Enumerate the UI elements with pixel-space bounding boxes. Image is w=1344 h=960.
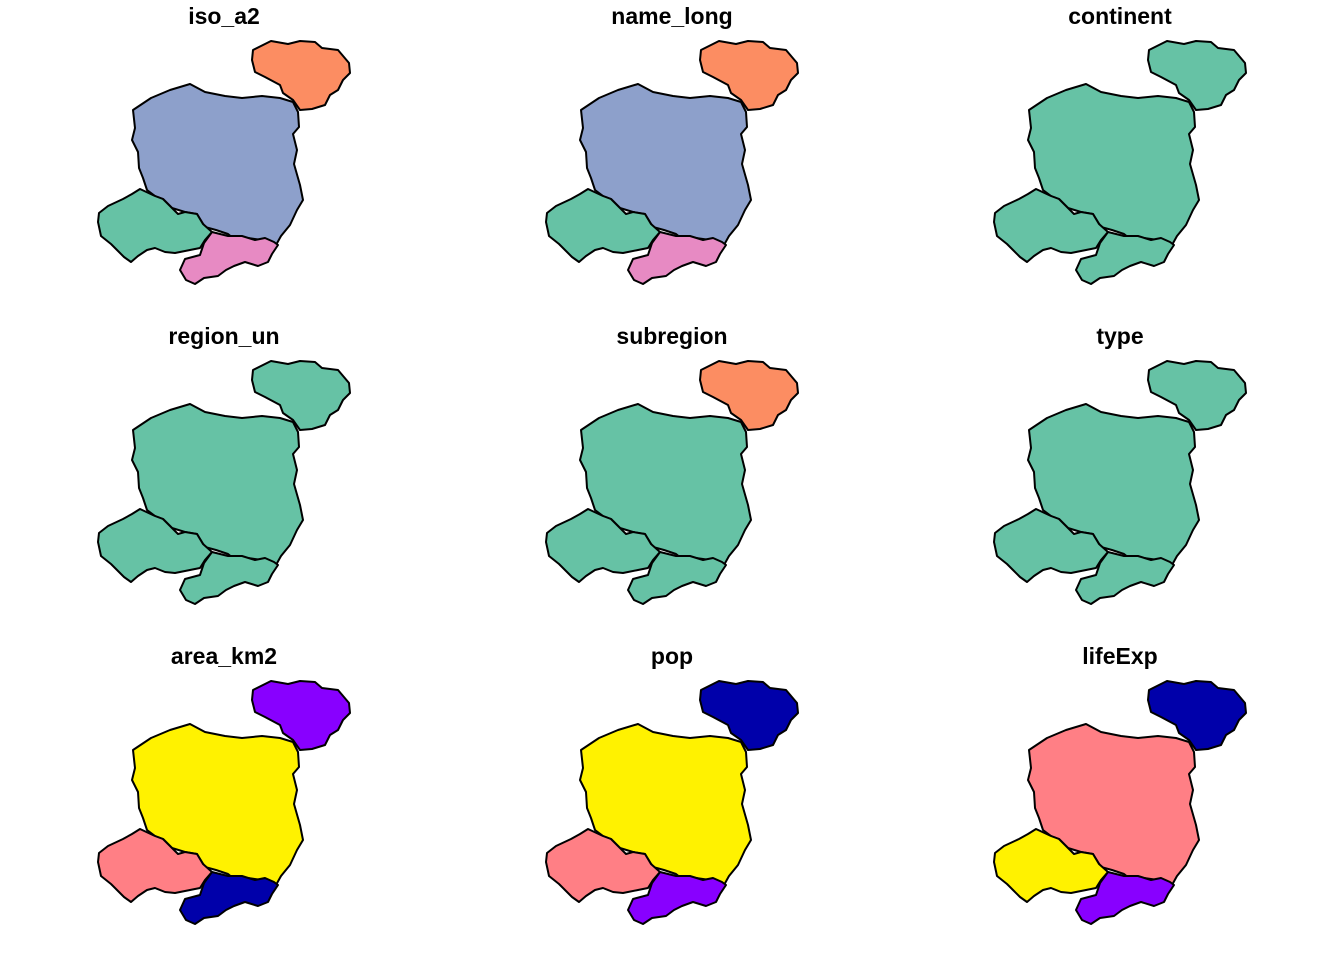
country-poland: [579, 723, 752, 886]
country-lithuania: [699, 40, 799, 111]
map-canvas: [993, 360, 1247, 605]
country-czechia: [97, 828, 213, 903]
panel-title: lifeExp: [1082, 643, 1158, 669]
country-czechia: [97, 188, 213, 263]
country-poland: [1027, 403, 1200, 566]
country-poland: [1027, 723, 1200, 886]
country-czechia: [993, 188, 1109, 263]
country-lithuania: [1147, 680, 1247, 751]
country-slovakia: [627, 551, 727, 605]
country-poland: [579, 83, 752, 246]
country-czechia: [993, 828, 1109, 903]
map-panel-type: type: [896, 320, 1344, 640]
panel-title: name_long: [611, 3, 733, 29]
map-panel-subregion: subregion: [448, 320, 896, 640]
panel-title: pop: [650, 643, 694, 669]
country-lithuania: [251, 40, 351, 111]
map-canvas: [97, 40, 351, 285]
map-panel-pop: pop: [448, 640, 896, 960]
country-poland: [1027, 83, 1200, 246]
panel-title: region_un: [168, 323, 280, 349]
country-slovakia: [627, 871, 727, 925]
country-czechia: [993, 508, 1109, 583]
panel-title: subregion: [616, 323, 728, 349]
country-lithuania: [699, 680, 799, 751]
country-slovakia: [179, 551, 279, 605]
country-lithuania: [251, 680, 351, 751]
country-czechia: [97, 508, 213, 583]
country-lithuania: [251, 360, 351, 431]
country-slovakia: [1075, 231, 1175, 285]
country-poland: [131, 403, 304, 566]
panel-title: area_km2: [170, 643, 278, 669]
map-canvas: [545, 40, 799, 285]
map-canvas: [545, 680, 799, 925]
map-canvas: [993, 40, 1247, 285]
map-panel-continent: continent: [896, 0, 1344, 320]
country-lithuania: [1147, 360, 1247, 431]
country-poland: [131, 723, 304, 886]
map-canvas: [97, 360, 351, 605]
country-lithuania: [699, 360, 799, 431]
panel-title: iso_a2: [188, 3, 260, 29]
country-slovakia: [179, 231, 279, 285]
country-slovakia: [179, 871, 279, 925]
map-panel-iso-a2: iso_a2: [0, 0, 448, 320]
country-poland: [579, 403, 752, 566]
map-panel-region-un: region_un: [0, 320, 448, 640]
country-czechia: [545, 508, 661, 583]
country-czechia: [545, 188, 661, 263]
country-poland: [131, 83, 304, 246]
panel-title: type: [1096, 323, 1144, 349]
country-slovakia: [627, 231, 727, 285]
map-canvas: [993, 680, 1247, 925]
map-panel-area-km2: area_km2: [0, 640, 448, 960]
map-canvas: [545, 360, 799, 605]
panel-title: continent: [1068, 3, 1172, 29]
map-canvas: [97, 680, 351, 925]
map-panel-name-long: name_long: [448, 0, 896, 320]
map-panel-lifeExp: lifeExp: [896, 640, 1344, 960]
country-lithuania: [1147, 40, 1247, 111]
country-czechia: [545, 828, 661, 903]
country-slovakia: [1075, 551, 1175, 605]
country-slovakia: [1075, 871, 1175, 925]
